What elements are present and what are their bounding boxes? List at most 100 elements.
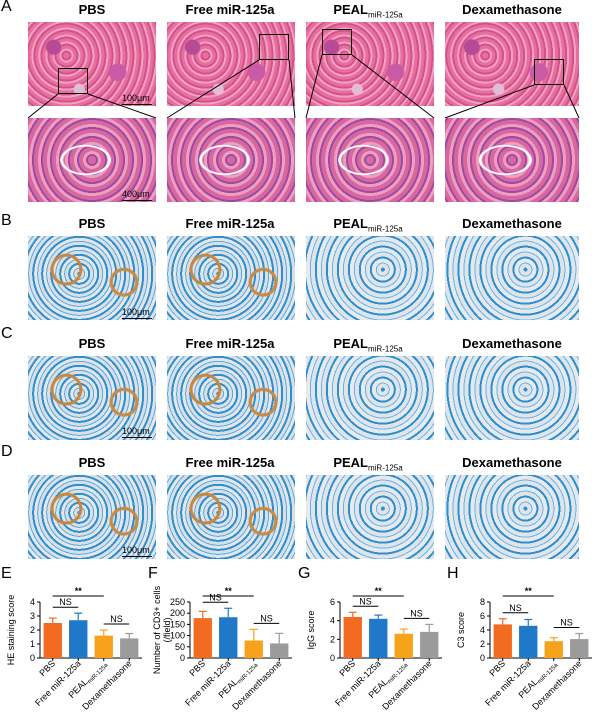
scalebar-a-zoom: 400μm	[122, 189, 150, 199]
cd3-image-free	[167, 475, 295, 559]
y-tick-label: 3	[30, 611, 35, 621]
connector-pbs-left	[27, 93, 59, 119]
sig-label: **	[525, 586, 533, 596]
bar	[394, 633, 413, 658]
y-tick-label: 0	[480, 653, 485, 663]
y-axis-label-line: (/field)	[162, 617, 172, 642]
scalebar-a-top-line	[122, 104, 152, 105]
cd3-image-pbs	[28, 475, 156, 559]
bar	[420, 631, 439, 658]
row-d-label-peal: PEALmiR-125a	[333, 455, 403, 473]
connector-free-left	[166, 59, 260, 119]
sig-label: **	[75, 586, 83, 596]
ns-label: NS	[359, 596, 372, 606]
he-zoom-free	[167, 118, 295, 202]
igg-image-pbs	[28, 236, 156, 320]
c3-image-peal	[306, 356, 434, 440]
x-tick-label-main: PEAL	[366, 677, 389, 700]
row-a-label-dex: Dexamethasone	[462, 2, 562, 17]
bar	[369, 618, 388, 658]
ns-label: NS	[110, 614, 123, 624]
ns-label: NS	[560, 618, 573, 628]
row-b-label-dex: Dexamethasone	[462, 216, 562, 231]
connector-pbs-right	[87, 93, 157, 119]
y-axis-label: C3 score	[456, 612, 466, 648]
c3-image-free	[167, 356, 295, 440]
ns-label: NS	[410, 608, 423, 618]
ns-label: NS	[260, 613, 273, 623]
y-tick-label: 2	[330, 634, 335, 644]
bar	[69, 620, 88, 658]
y-tick-label: 0	[180, 653, 185, 663]
y-tick-label: 50	[175, 642, 185, 652]
x-tick-label: PBS	[487, 658, 507, 678]
panel-letter-e: E	[1, 565, 12, 582]
bar	[219, 617, 238, 658]
y-tick-label: 0	[330, 653, 335, 663]
panel-letter-g: G	[298, 565, 311, 582]
bar	[519, 625, 538, 658]
y-tick-label: 200	[170, 608, 185, 618]
y-tick-label: 2	[30, 625, 35, 635]
panel-letter-b: B	[1, 212, 12, 229]
row-c-label-pbs: PBS	[78, 336, 106, 351]
connector-dex-right	[563, 84, 580, 119]
igg-image-free	[167, 236, 295, 320]
cd3-image-dex	[445, 475, 579, 559]
connector-peal-left	[305, 54, 323, 119]
he-image-dex	[445, 22, 579, 106]
bar	[94, 635, 113, 658]
scalebar-d: 100μm	[122, 545, 150, 555]
row-b-label-free: Free miR-125a	[185, 216, 275, 231]
y-tick-label: 100	[170, 631, 185, 641]
cd3-image-peal	[306, 475, 434, 559]
igg-image-peal	[306, 236, 434, 320]
zoom-box-pbs	[58, 68, 88, 94]
x-tick-label: PBS	[187, 658, 207, 678]
x-tick-label-main: PEAL	[516, 677, 539, 700]
row-c-label-peal: PEALmiR-125a	[333, 336, 403, 354]
y-tick-label: 4	[30, 597, 35, 607]
scalebar-a-top: 100μm	[122, 93, 150, 103]
row-a-label-peal: PEALmiR-125a	[333, 2, 403, 20]
bar	[270, 643, 289, 658]
he-zoom-dex	[445, 118, 579, 202]
panel-letter-c: C	[1, 325, 13, 342]
panel-letter-f: F	[148, 565, 158, 582]
row-c-label-free: Free miR-125a	[185, 336, 275, 351]
he-image-peal	[306, 22, 434, 106]
scalebar-c: 100μm	[122, 426, 150, 436]
scalebar-b: 100μm	[122, 307, 150, 317]
zoom-box-free	[259, 34, 289, 60]
row-c-label-dex: Dexamethasone	[462, 336, 562, 351]
bar	[193, 618, 212, 658]
y-axis-label-line: Number of CD3+ cells	[152, 585, 162, 674]
y-tick-label: 2	[480, 639, 485, 649]
y-tick-label: 4	[330, 616, 335, 626]
he-image-free	[167, 22, 295, 106]
c3-image-dex	[445, 356, 579, 440]
connector-peal-right	[351, 54, 435, 119]
zoom-connectors	[27, 54, 580, 119]
y-tick-label: 6	[480, 611, 485, 621]
scalebar-d-line	[122, 556, 152, 557]
y-tick-label: 6	[330, 597, 335, 607]
scalebar-c-line	[122, 437, 152, 438]
y-tick-label: 8	[480, 597, 485, 607]
y-axis-label: IgG score	[306, 610, 316, 649]
row-b-label-peal: PEALmiR-125a	[333, 216, 403, 234]
y-tick-label: 1	[30, 639, 35, 649]
sig-label: **	[225, 586, 233, 596]
y-tick-label: 0	[30, 653, 35, 663]
row-b-label-pbs: PBS	[78, 216, 106, 231]
zoom-box-peal	[322, 29, 352, 55]
connector-free-right	[288, 59, 296, 119]
bar	[493, 624, 512, 658]
bar	[570, 639, 589, 658]
bar	[43, 623, 62, 658]
panel-letter-d: D	[1, 443, 13, 460]
bar	[120, 638, 139, 658]
